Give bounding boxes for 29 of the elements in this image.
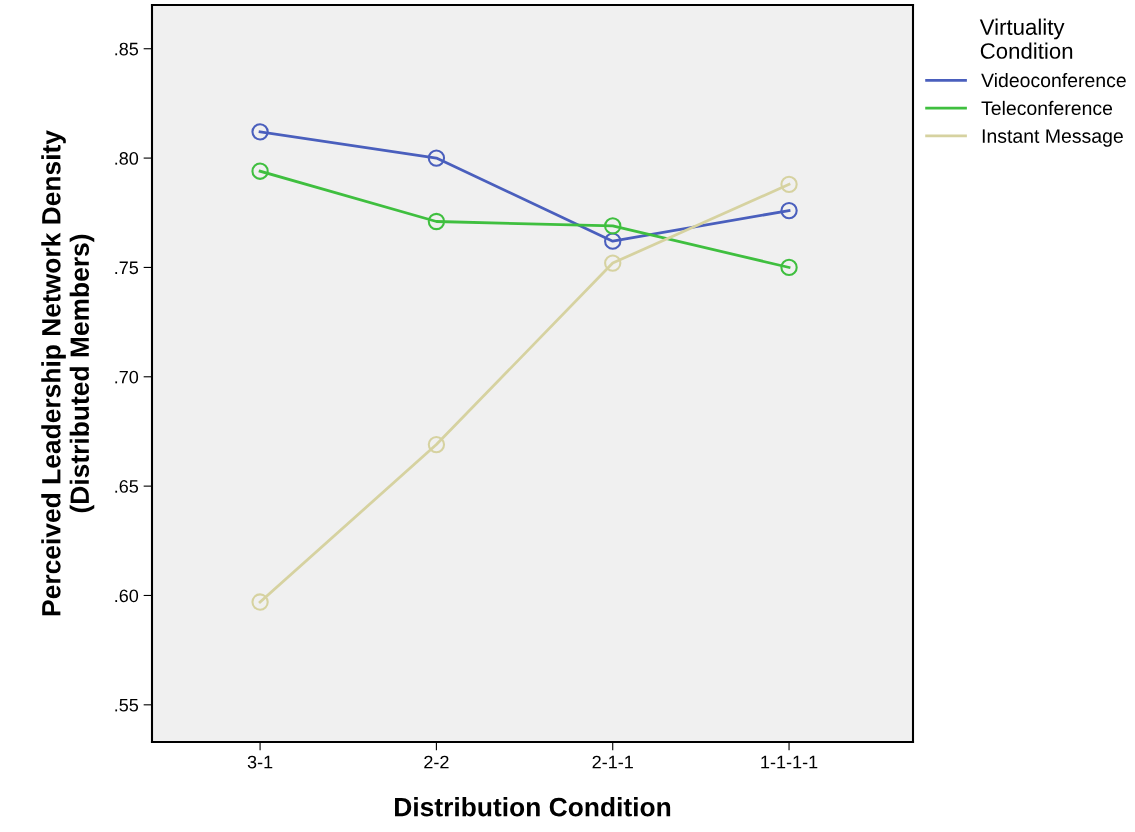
legend-label: Videoconference bbox=[981, 72, 1126, 88]
y-tick-label: .85 bbox=[115, 42, 139, 56]
point bbox=[251, 162, 269, 180]
y-axis-title: Perceived Leadership Network Density (Distributed Members) bbox=[41, 130, 95, 616]
legend-title: Virtuality Condition bbox=[979, 18, 1073, 59]
x-tick-label: 1-1-1-1 bbox=[761, 755, 818, 769]
point bbox=[780, 258, 798, 277]
x-tick-label: 2-1-1 bbox=[592, 755, 633, 769]
y-tick-label: .70 bbox=[115, 370, 139, 384]
x-tick-label: 3-1 bbox=[247, 755, 273, 769]
x-tick-label: 2-2 bbox=[424, 755, 449, 769]
legend-label: Teleconference bbox=[981, 100, 1113, 116]
point bbox=[604, 217, 622, 235]
point bbox=[251, 123, 269, 141]
point bbox=[780, 201, 798, 220]
point bbox=[251, 593, 269, 611]
y-tick-label: .65 bbox=[115, 480, 139, 493]
y-tick-label: .60 bbox=[115, 589, 139, 603]
point bbox=[604, 232, 622, 250]
legend-label: Instant Message bbox=[982, 129, 1123, 147]
point bbox=[604, 254, 622, 272]
y-tick-label: .80 bbox=[115, 152, 139, 165]
point bbox=[780, 175, 798, 194]
point bbox=[427, 149, 446, 167]
point bbox=[427, 212, 446, 231]
y-tick-label: .75 bbox=[115, 261, 139, 275]
y-tick-label: .55 bbox=[115, 698, 139, 712]
x-axis-title: Distribution Condition bbox=[395, 797, 671, 817]
point bbox=[427, 435, 446, 454]
